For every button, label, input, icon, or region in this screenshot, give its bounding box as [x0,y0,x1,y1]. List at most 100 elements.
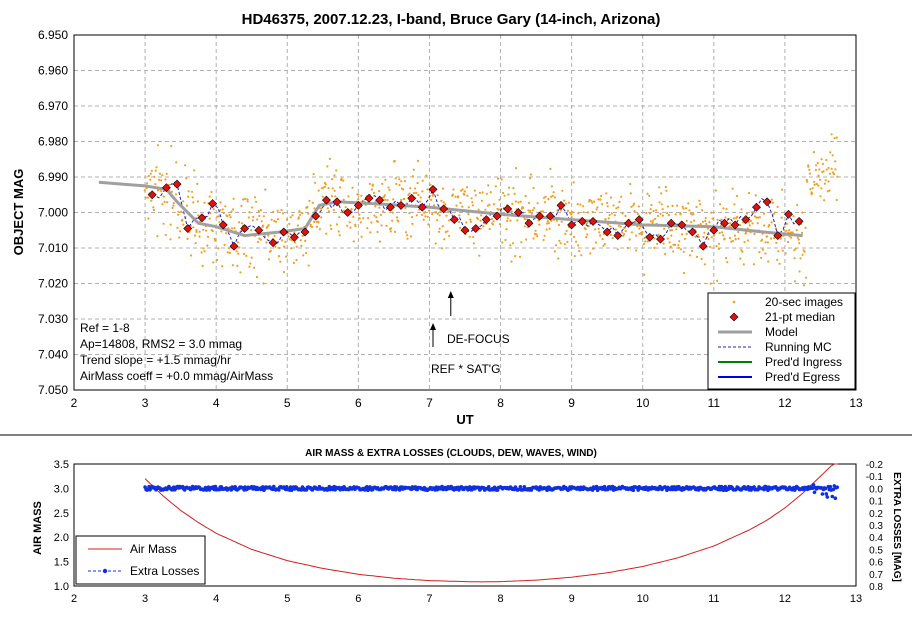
image-point [806,180,809,183]
running-mc-line [152,183,800,248]
image-point [747,191,751,195]
image-point [595,208,598,211]
image-point [176,226,179,229]
extra-loss-point [277,488,281,492]
image-point [360,235,363,238]
image-point [465,186,469,189]
image-point [491,223,494,226]
bottom-x-tick-label: 9 [569,593,575,605]
bottom-plot-frame [73,463,857,587]
image-point [469,218,472,221]
image-point [826,190,829,193]
annotation-airmass-coeff: AirMass coeff = +0.0 mmag/AirMass [80,369,273,383]
image-point [801,253,804,256]
image-point [404,231,408,234]
image-point [669,229,672,232]
image-point [805,178,808,182]
image-point [186,237,189,240]
image-point [711,217,714,220]
median-point [741,215,751,225]
image-point [251,219,254,222]
image-point [506,217,509,220]
image-point [576,203,579,206]
image-point [564,202,568,205]
image-point [334,195,337,198]
image-point [228,251,231,254]
image-point [431,213,434,216]
extra-losses-points [143,483,839,501]
image-point [389,230,392,233]
image-point [785,229,788,232]
image-point [755,216,758,219]
image-point [569,233,572,236]
image-point [780,216,783,219]
median-point [449,215,459,225]
image-point [152,206,155,209]
image-point [420,213,423,216]
top-legend-box [707,292,856,390]
image-point [248,265,251,268]
image-point [246,198,249,201]
image-point [209,212,212,215]
image-point [518,255,522,258]
extra-loss-point [545,488,549,493]
image-point [280,208,283,212]
image-point [660,203,663,206]
image-point [632,204,635,207]
image-point [187,195,190,198]
image-point [441,187,445,190]
image-point [440,199,443,202]
bottom-legend: Air Mass Extra Losses [75,535,206,585]
image-point [751,222,754,225]
image-point [424,211,427,214]
image-point [417,193,420,197]
image-point [397,220,400,223]
top-y-tick-label: 6.990 [38,170,68,184]
image-point [811,192,814,195]
image-point [725,207,728,211]
image-point [715,245,718,248]
image-point [189,254,193,257]
image-point [331,178,334,181]
image-point [340,177,343,180]
image-point [408,192,411,195]
image-point [253,196,257,199]
image-point [305,251,308,255]
extra-loss-point [812,490,817,495]
image-point [291,214,294,217]
image-point [600,194,603,198]
image-point [766,241,770,244]
image-point [720,231,724,234]
image-point [357,193,360,196]
image-point [781,188,784,191]
top-x-axis-label: UT [456,412,473,427]
image-point [288,238,291,241]
image-point [812,151,816,154]
image-point [255,275,259,279]
image-point [769,237,773,240]
image-point [498,198,501,201]
image-point [272,210,275,213]
image-point [726,261,729,264]
image-point [822,170,825,173]
top-x-tick-label: 9 [568,396,575,410]
image-point [535,233,538,236]
image-point [442,201,445,204]
image-point [821,162,825,166]
median-point [656,234,665,244]
image-point [767,260,770,263]
image-point [185,204,188,207]
median-point [556,200,566,210]
image-point [287,235,290,238]
bottom-x-tick-labels: 2 3 4 5 6 7 8 9 10 11 12 13 [71,593,862,605]
image-point [344,206,347,209]
image-point [259,238,262,241]
image-point [739,224,742,227]
image-point [393,159,396,163]
image-point [311,225,314,229]
bottom-x-tick-label: 3 [142,593,148,605]
image-point [834,160,837,163]
image-point [547,198,550,201]
image-point [323,185,326,188]
image-point [177,213,180,216]
